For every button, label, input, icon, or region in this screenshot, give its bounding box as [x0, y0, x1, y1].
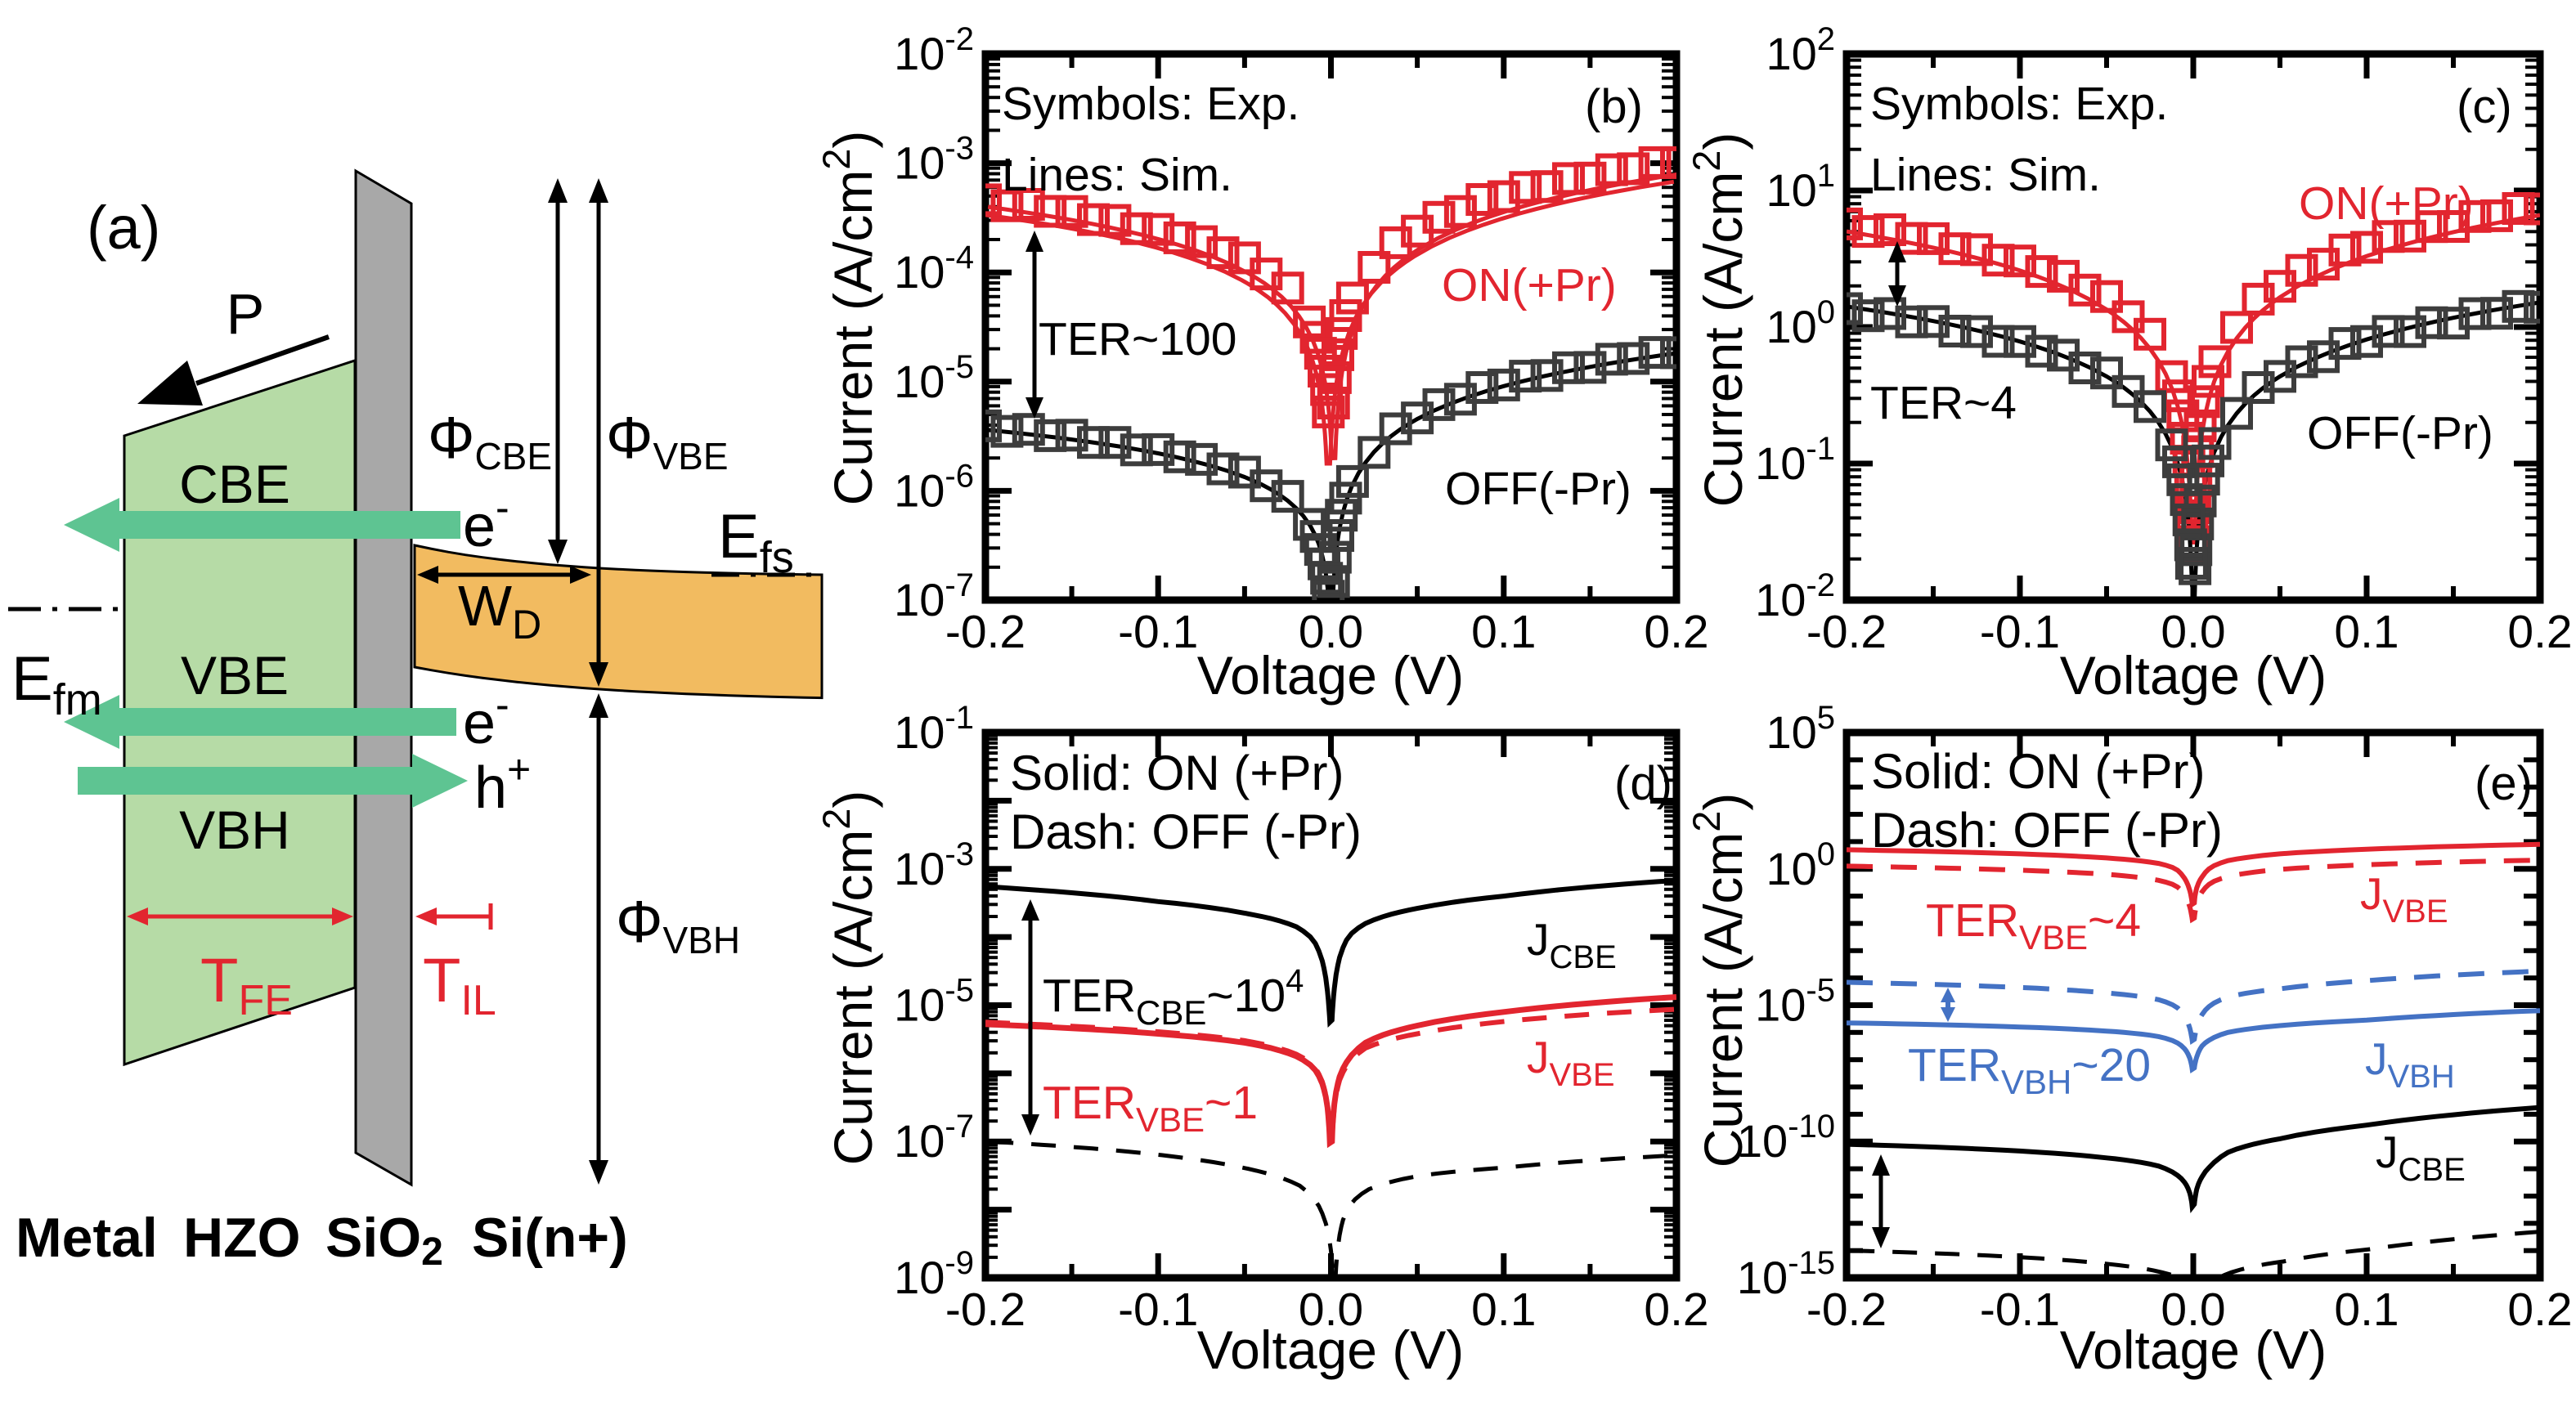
svg-text:ΦVBE: ΦVBE [606, 406, 729, 477]
svg-text:10-5: 10-5 [894, 973, 974, 1031]
svg-text:TERVBE~1: TERVBE~1 [1043, 1077, 1258, 1139]
svg-text:100: 100 [1766, 836, 1835, 894]
svg-text:Solid: ON (+Pr): Solid: ON (+Pr) [1010, 746, 1344, 800]
svg-text:10-2: 10-2 [894, 21, 974, 79]
svg-text:Si(n+): Si(n+) [472, 1207, 628, 1269]
svg-text:Symbols: Exp.: Symbols: Exp. [1870, 78, 2168, 130]
svg-text:0.1: 0.1 [1471, 1284, 1536, 1336]
svg-text:100: 100 [1766, 294, 1835, 352]
svg-text:Lines: Sim.: Lines: Sim. [1870, 149, 2101, 201]
svg-text:TERCBE~104: TERCBE~104 [1043, 963, 1304, 1032]
svg-text:Solid: ON (+Pr): Solid: ON (+Pr) [1871, 744, 2205, 799]
svg-text:10-1: 10-1 [894, 700, 974, 758]
svg-text:VBE: VBE [181, 645, 289, 706]
svg-text:-0.2: -0.2 [945, 606, 1025, 658]
svg-text:10-6: 10-6 [894, 458, 974, 516]
svg-text:Efs: Efs [718, 502, 794, 582]
svg-text:10-3: 10-3 [894, 131, 974, 189]
svg-text:h+: h+ [474, 746, 531, 821]
svg-text:Voltage (V): Voltage (V) [2060, 645, 2327, 706]
svg-text:JCBE: JCBE [2376, 1127, 2466, 1188]
svg-text:ON(+Pr): ON(+Pr) [2299, 177, 2474, 230]
svg-text:101: 101 [1766, 158, 1835, 216]
svg-text:0.2: 0.2 [1644, 606, 1708, 658]
svg-text:Voltage (V): Voltage (V) [1197, 1320, 1465, 1380]
svg-text:e-: e- [463, 485, 509, 559]
svg-text:Metal: Metal [16, 1207, 158, 1269]
svg-text:105: 105 [1766, 700, 1835, 758]
svg-text:10-4: 10-4 [894, 240, 974, 298]
svg-text:JVBE: JVBE [1527, 1032, 1615, 1093]
svg-text:Dash: OFF (-Pr): Dash: OFF (-Pr) [1010, 804, 1362, 859]
svg-text:10-7: 10-7 [894, 1109, 974, 1167]
svg-text:0.1: 0.1 [2334, 606, 2399, 658]
svg-text:TER~100: TER~100 [1039, 313, 1236, 365]
svg-text:(c): (c) [2457, 80, 2512, 133]
svg-text:JVBE: JVBE [2360, 868, 2448, 930]
svg-text:VBH: VBH [179, 800, 290, 860]
svg-text:0.1: 0.1 [2334, 1284, 2399, 1336]
svg-text:P: P [227, 282, 265, 346]
svg-text:0.1: 0.1 [1471, 606, 1536, 658]
svg-text:TERVBE~4: TERVBE~4 [1926, 894, 2141, 957]
svg-text:-0.2: -0.2 [945, 1284, 1025, 1336]
svg-text:0.0: 0.0 [2161, 1284, 2225, 1336]
svg-text:Current (A/cm2): Current (A/cm2) [1685, 793, 1753, 1168]
svg-text:e-: e- [463, 682, 509, 756]
svg-text:JVBH: JVBH [2365, 1033, 2455, 1095]
svg-text:Current (A/cm2): Current (A/cm2) [815, 131, 883, 506]
svg-text:Lines: Sim.: Lines: Sim. [1002, 149, 1232, 201]
svg-text:(a): (a) [87, 194, 160, 262]
svg-text:HZO: HZO [183, 1207, 301, 1269]
svg-text:0.2: 0.2 [2507, 606, 2572, 658]
svg-text:10-5: 10-5 [1755, 973, 1835, 1031]
svg-text:TERVBH~20: TERVBH~20 [1908, 1039, 2151, 1101]
svg-text:(d): (d) [1614, 757, 1672, 810]
svg-text:(e): (e) [2475, 757, 2533, 810]
svg-text:ΦVBH: ΦVBH [616, 889, 740, 961]
svg-text:-0.2: -0.2 [1806, 1284, 1887, 1336]
svg-text:-0.2: -0.2 [1806, 606, 1887, 658]
svg-text:TER~4: TER~4 [1870, 377, 2017, 429]
svg-text:OFF(-Pr): OFF(-Pr) [2307, 407, 2493, 459]
svg-text:Dash: OFF (-Pr): Dash: OFF (-Pr) [1871, 803, 2223, 858]
svg-text:OFF(-Pr): OFF(-Pr) [1445, 463, 1631, 515]
svg-text:Voltage (V): Voltage (V) [1197, 645, 1465, 706]
svg-text:Current (A/cm2): Current (A/cm2) [1685, 132, 1753, 508]
svg-text:10-1: 10-1 [1755, 431, 1835, 489]
svg-text:(b): (b) [1585, 80, 1643, 133]
svg-text:102: 102 [1766, 21, 1835, 79]
svg-text:-0.1: -0.1 [1118, 606, 1198, 658]
svg-text:TIL: TIL [423, 946, 496, 1024]
svg-text:10-7: 10-7 [894, 567, 974, 625]
svg-text:0.2: 0.2 [2507, 1284, 2572, 1336]
svg-text:0.2: 0.2 [1644, 1284, 1708, 1336]
svg-text:0.0: 0.0 [1299, 1284, 1363, 1336]
svg-text:CBE: CBE [179, 454, 290, 514]
svg-text:0.0: 0.0 [1299, 606, 1363, 658]
svg-text:10-3: 10-3 [894, 836, 974, 894]
svg-text:Current (A/cm2): Current (A/cm2) [815, 791, 883, 1166]
svg-text:-0.1: -0.1 [1980, 606, 2060, 658]
svg-text:ON(+Pr): ON(+Pr) [1442, 259, 1617, 311]
svg-text:10-5: 10-5 [894, 349, 974, 407]
svg-text:ΦCBE: ΦCBE [428, 406, 552, 477]
svg-text:SiO2: SiO2 [325, 1207, 443, 1274]
svg-text:0.0: 0.0 [2161, 606, 2225, 658]
svg-text:Efm: Efm [11, 644, 102, 724]
svg-text:Symbols: Exp.: Symbols: Exp. [1002, 78, 1299, 130]
svg-text:JCBE: JCBE [1527, 914, 1617, 975]
svg-text:-0.1: -0.1 [1118, 1284, 1198, 1336]
svg-text:-0.1: -0.1 [1980, 1284, 2060, 1336]
svg-text:Voltage (V): Voltage (V) [2060, 1320, 2327, 1380]
